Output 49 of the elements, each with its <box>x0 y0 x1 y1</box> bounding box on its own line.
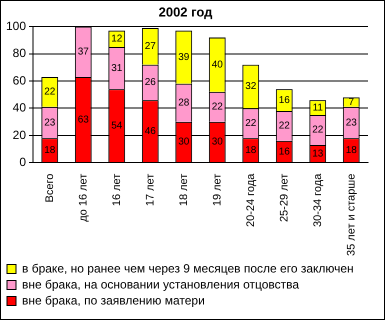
data-label: 22 <box>278 120 290 132</box>
y-tick-label: 60 <box>12 73 26 88</box>
data-label: 46 <box>144 126 156 137</box>
data-label: 23 <box>346 117 358 128</box>
data-label: 54 <box>111 120 123 132</box>
data-label: 31 <box>111 62 123 74</box>
data-label: 30 <box>178 136 190 148</box>
x-tick-label: 35 лет и старше <box>345 174 358 256</box>
x-tick-label: 25-29 лет <box>278 174 290 222</box>
data-label: 63 <box>78 114 90 126</box>
data-label: 22 <box>44 86 56 98</box>
data-label: 28 <box>178 98 190 109</box>
x-tick-label: 20-24 года <box>244 172 257 228</box>
data-label: 37 <box>78 46 90 58</box>
legend-label: в браке, но ранее чем через 9 месяцев после его заключен <box>22 261 354 276</box>
legend-label: вне брака, по заявлению матери <box>22 293 205 308</box>
data-label: 22 <box>312 124 324 136</box>
data-label: 18 <box>346 144 358 156</box>
chart-title: 2002 год <box>158 4 214 20</box>
x-tick-label: 18 лет <box>178 174 190 206</box>
x-tick-label: 17 лет <box>144 174 156 206</box>
data-label: 23 <box>44 117 56 128</box>
data-label: 16 <box>278 146 290 158</box>
x-tick-label: 30-34 года <box>312 172 324 228</box>
data-label: 16 <box>278 94 290 106</box>
y-tick-label: 0 <box>19 154 26 169</box>
y-tick-label: 100 <box>6 18 26 33</box>
x-tick-label: 19 лет <box>211 174 224 206</box>
y-tick-label: 80 <box>12 46 26 60</box>
data-label: 12 <box>111 34 123 45</box>
x-tick-label: Всего <box>44 174 56 202</box>
x-tick-label: до 16 лет <box>77 174 90 222</box>
data-label: 40 <box>212 59 224 70</box>
data-label: 27 <box>144 41 156 52</box>
y-tick-label: 40 <box>12 100 26 115</box>
data-label: 18 <box>245 144 257 156</box>
data-label: 26 <box>144 77 156 88</box>
data-label: 18 <box>44 144 56 156</box>
x-tick-label: 16 лет <box>110 174 123 206</box>
data-label: 13 <box>312 148 324 160</box>
data-label: 7 <box>348 96 354 108</box>
data-label: 30 <box>212 136 224 148</box>
y-tick-label: 20 <box>12 128 26 142</box>
data-label: 39 <box>178 52 190 63</box>
data-label: 22 <box>212 102 224 113</box>
legend-label: вне брака, на основании установления отцовства <box>22 277 300 292</box>
data-label: 11 <box>312 102 324 114</box>
data-label: 32 <box>245 81 257 92</box>
data-label: 22 <box>245 118 257 129</box>
